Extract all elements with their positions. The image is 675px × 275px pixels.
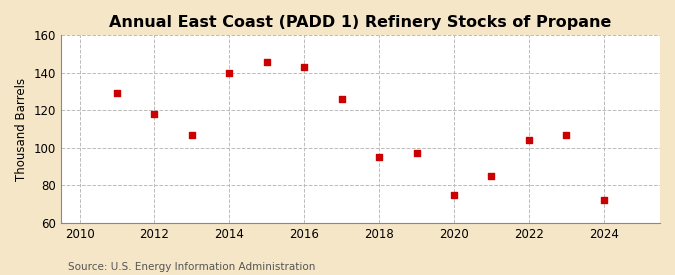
Y-axis label: Thousand Barrels: Thousand Barrels: [15, 78, 28, 181]
Point: [224, 71, 235, 75]
Point: [186, 133, 197, 137]
Text: Source: U.S. Energy Information Administration: Source: U.S. Energy Information Administ…: [68, 262, 315, 271]
Point: [336, 97, 347, 101]
Point: [486, 174, 497, 178]
Point: [599, 198, 610, 203]
Point: [374, 155, 385, 160]
Point: [299, 65, 310, 69]
Title: Annual East Coast (PADD 1) Refinery Stocks of Propane: Annual East Coast (PADD 1) Refinery Stoc…: [109, 15, 612, 30]
Point: [111, 91, 122, 96]
Point: [411, 151, 422, 156]
Point: [149, 112, 160, 116]
Point: [524, 138, 535, 142]
Point: [261, 59, 272, 64]
Point: [561, 133, 572, 137]
Point: [449, 192, 460, 197]
